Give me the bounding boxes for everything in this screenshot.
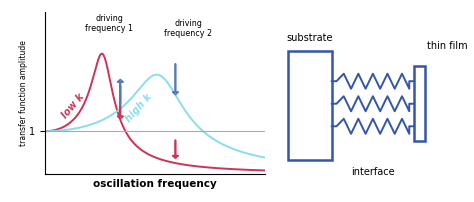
Text: interface: interface <box>351 167 395 177</box>
Text: substrate: substrate <box>287 33 333 43</box>
Text: driving
frequency 1: driving frequency 1 <box>85 14 133 33</box>
X-axis label: oscillation frequency: oscillation frequency <box>93 179 217 189</box>
Bar <box>414 66 425 141</box>
Bar <box>288 51 331 160</box>
Text: high k: high k <box>124 92 154 124</box>
Text: low k: low k <box>59 91 86 120</box>
Y-axis label: transfer function amplitude: transfer function amplitude <box>19 40 28 146</box>
Text: driving
frequency 2: driving frequency 2 <box>164 19 212 38</box>
Text: thin film: thin film <box>427 41 467 51</box>
